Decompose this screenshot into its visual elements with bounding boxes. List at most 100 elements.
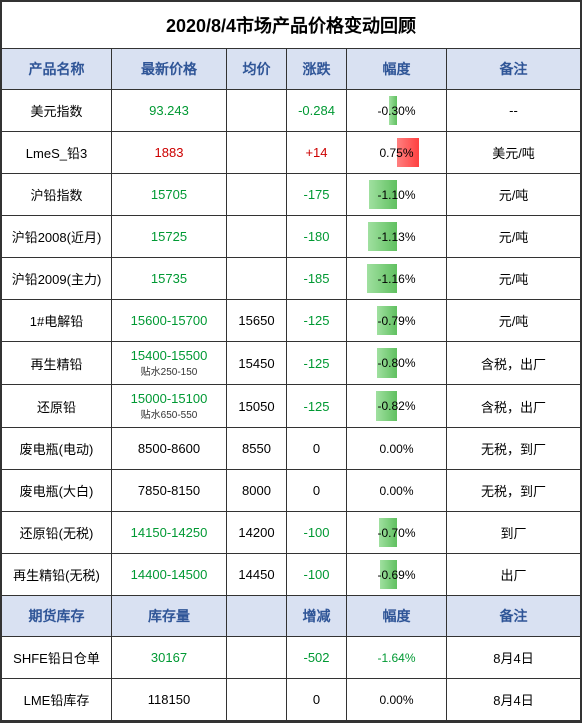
table-row: 废电瓶(电动)8500-8600855000.00%无税，到厂 <box>2 428 580 470</box>
hdr2-amount: 库存量 <box>112 596 227 636</box>
cell-price: 8500-8600 <box>112 428 227 469</box>
cell-price: 14400-14500 <box>112 554 227 595</box>
table-row: 美元指数93.243-0.284-0.30%-- <box>2 90 580 132</box>
cell-pct: 0.00% <box>347 428 447 469</box>
cell-pct: -0.70% <box>347 512 447 553</box>
cell-name: 1#电解铅 <box>2 300 112 341</box>
cell-avg: 15050 <box>227 385 287 427</box>
cell-pct: 0.75% <box>347 132 447 173</box>
cell-pct: -0.79% <box>347 300 447 341</box>
data-rows: 美元指数93.243-0.284-0.30%--LmeS_铅31883+140.… <box>2 90 580 596</box>
cell-note: 无税，到厂 <box>447 428 580 469</box>
table-row: 沪铅2009(主力)15735 -185-1.16%元/吨 <box>2 258 580 300</box>
cell-change: -125 <box>287 300 347 341</box>
cell-change: -100 <box>287 512 347 553</box>
cell-note: 8月4日 <box>447 679 580 720</box>
cell-price: 15725 <box>112 216 227 257</box>
cell-note: 出厂 <box>447 554 580 595</box>
hdr-pct: 幅度 <box>347 49 447 89</box>
cell-price: 15400-15500贴水250-150 <box>112 342 227 384</box>
cell-note: 元/吨 <box>447 174 580 215</box>
cell-price: 118150 <box>112 679 227 720</box>
cell-note: 元/吨 <box>447 300 580 341</box>
hdr2-change: 增减 <box>287 596 347 636</box>
table-title: 2020/8/4市场产品价格变动回顾 <box>2 2 580 49</box>
cell-change: 0 <box>287 470 347 511</box>
cell-price: 15600-15700 <box>112 300 227 341</box>
cell-pct: -0.80% <box>347 342 447 384</box>
cell-avg <box>227 258 287 299</box>
table-row: 沪铅指数15705-175-1.10%元/吨 <box>2 174 580 216</box>
table-row: SHFE铅日仓单30167-502-1.64%8月4日 <box>2 637 580 679</box>
cell-price: 93.243 <box>112 90 227 131</box>
table-row: LME铅库存118150 00.00%8月4日 <box>2 679 580 721</box>
data-rows-2: SHFE铅日仓单30167-502-1.64%8月4日LME铅库存118150 0… <box>2 637 580 721</box>
cell-avg <box>227 637 287 678</box>
cell-avg: 8550 <box>227 428 287 469</box>
table-row: 废电瓶(大白)7850-8150800000.00%无税，到厂 <box>2 470 580 512</box>
hdr2-pct: 幅度 <box>347 596 447 636</box>
cell-name: 废电瓶(大白) <box>2 470 112 511</box>
hdr-change: 涨跌 <box>287 49 347 89</box>
cell-change: 0 <box>287 428 347 469</box>
cell-price: 7850-8150 <box>112 470 227 511</box>
cell-avg <box>227 679 287 720</box>
price-table: 2020/8/4市场产品价格变动回顾 产品名称 最新价格 均价 涨跌 幅度 备注… <box>0 0 582 723</box>
cell-avg <box>227 132 287 173</box>
table-row: 还原铅(无税)14150-1425014200-100-0.70%到厂 <box>2 512 580 554</box>
cell-pct: -0.69% <box>347 554 447 595</box>
cell-name: 沪铅2008(近月) <box>2 216 112 257</box>
cell-name: LME铅库存 <box>2 679 112 720</box>
cell-avg: 15450 <box>227 342 287 384</box>
cell-change: -0.284 <box>287 90 347 131</box>
cell-pct: -0.30% <box>347 90 447 131</box>
table-row: 再生精铅(无税)14400-1450014450-100-0.69%出厂 <box>2 554 580 596</box>
cell-change: -175 <box>287 174 347 215</box>
table-row: 1#电解铅15600-1570015650-125-0.79%元/吨 <box>2 300 580 342</box>
header-row-2: 期货库存 库存量 增减 幅度 备注 <box>2 596 580 637</box>
cell-name: 还原铅(无税) <box>2 512 112 553</box>
cell-note: 元/吨 <box>447 216 580 257</box>
cell-change: +14 <box>287 132 347 173</box>
cell-avg: 14450 <box>227 554 287 595</box>
cell-pct: 0.00% <box>347 679 447 720</box>
table-row: 再生精铅15400-15500贴水250-15015450-125-0.80%含… <box>2 342 580 385</box>
hdr-product: 产品名称 <box>2 49 112 89</box>
cell-name: LmeS_铅3 <box>2 132 112 173</box>
cell-name: 沪铅2009(主力) <box>2 258 112 299</box>
cell-note: 8月4日 <box>447 637 580 678</box>
table-row: LmeS_铅31883+140.75%美元/吨 <box>2 132 580 174</box>
cell-change: -125 <box>287 342 347 384</box>
hdr2-inventory: 期货库存 <box>2 596 112 636</box>
cell-change: -180 <box>287 216 347 257</box>
hdr2-blank <box>227 596 287 636</box>
cell-pct: -1.10% <box>347 174 447 215</box>
cell-pct: -1.64% <box>347 637 447 678</box>
hdr2-note: 备注 <box>447 596 580 636</box>
cell-change: -185 <box>287 258 347 299</box>
cell-change: 0 <box>287 679 347 720</box>
cell-name: 还原铅 <box>2 385 112 427</box>
cell-avg <box>227 90 287 131</box>
cell-price: 15735 <box>112 258 227 299</box>
cell-price: 15705 <box>112 174 227 215</box>
cell-avg: 8000 <box>227 470 287 511</box>
header-row-1: 产品名称 最新价格 均价 涨跌 幅度 备注 <box>2 49 580 90</box>
cell-name: 废电瓶(电动) <box>2 428 112 469</box>
cell-pct: -0.82% <box>347 385 447 427</box>
cell-note: 元/吨 <box>447 258 580 299</box>
cell-note: 无税，到厂 <box>447 470 580 511</box>
table-row: 还原铅15000-15100贴水650-55015050-125-0.82%含税… <box>2 385 580 428</box>
cell-price: 15000-15100贴水650-550 <box>112 385 227 427</box>
cell-name: SHFE铅日仓单 <box>2 637 112 678</box>
cell-note: 含税，出厂 <box>447 342 580 384</box>
cell-price: 30167 <box>112 637 227 678</box>
cell-avg <box>227 174 287 215</box>
cell-pct: -1.16% <box>347 258 447 299</box>
hdr-price: 最新价格 <box>112 49 227 89</box>
cell-name: 美元指数 <box>2 90 112 131</box>
cell-avg: 14200 <box>227 512 287 553</box>
cell-change: -125 <box>287 385 347 427</box>
cell-avg <box>227 216 287 257</box>
hdr-avg: 均价 <box>227 49 287 89</box>
